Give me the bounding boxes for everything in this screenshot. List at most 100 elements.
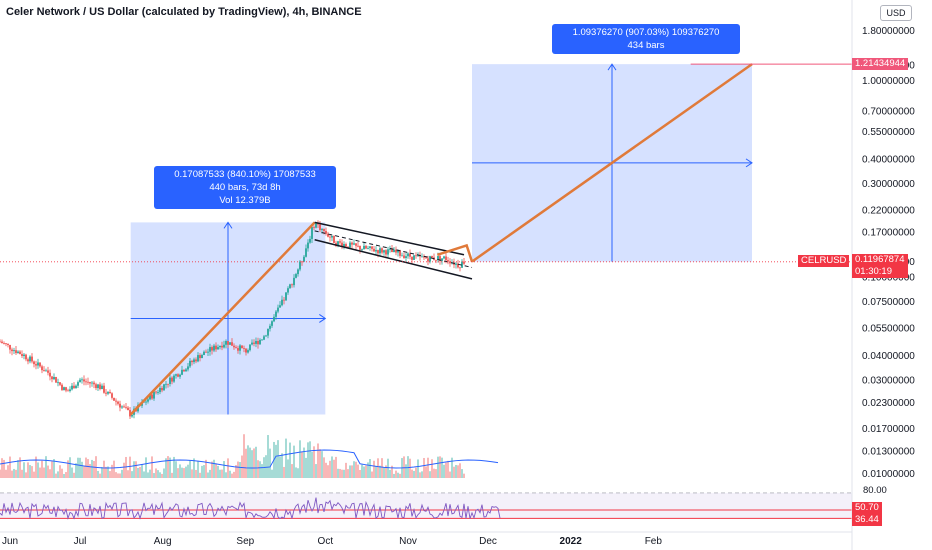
candle-body <box>79 379 81 383</box>
candle-body <box>197 355 199 362</box>
volume-bar <box>55 473 57 478</box>
volume-bar <box>105 466 107 478</box>
candle-body <box>267 328 269 336</box>
volume-bar <box>443 464 445 478</box>
candle-body <box>95 384 97 389</box>
candle-body <box>171 377 173 382</box>
candle-body <box>437 256 439 261</box>
volume-bar <box>149 469 151 478</box>
currency-badge[interactable]: USD <box>880 5 912 21</box>
candle-body <box>9 345 11 350</box>
volume-bar <box>297 468 299 478</box>
volume-bar <box>237 461 239 478</box>
candle-body <box>99 384 101 390</box>
candle-body <box>425 257 427 259</box>
volume-bar <box>307 442 309 478</box>
volume-bar <box>21 469 23 478</box>
candle-body <box>291 284 293 286</box>
x-tick-label: 2022 <box>560 536 583 547</box>
y-tick-label: 0.03000000 <box>862 375 915 386</box>
volume-bar <box>53 459 55 478</box>
volume-bar <box>299 440 301 478</box>
volume-bar <box>347 469 349 478</box>
volume-bar <box>357 464 359 478</box>
volume-bar <box>397 472 399 478</box>
candle-body <box>295 274 297 278</box>
candle-body <box>129 410 131 417</box>
volume-bar <box>239 462 241 478</box>
measure-box-1-rightarrow <box>319 314 327 323</box>
x-tick-label: Nov <box>399 536 417 547</box>
volume-bar <box>423 457 425 478</box>
volume-bar <box>89 464 91 478</box>
volume-bar <box>203 465 205 478</box>
volume-bar <box>71 467 73 478</box>
volume-bar <box>83 466 85 478</box>
candle-body <box>389 249 391 250</box>
volume-bar <box>227 458 229 478</box>
candle-body <box>25 354 27 360</box>
candle-body <box>199 355 201 359</box>
volume-bar <box>349 465 351 478</box>
volume-bar <box>331 456 333 478</box>
candle-body <box>331 235 333 238</box>
volume-bar <box>295 467 297 478</box>
volume-bar <box>321 451 323 478</box>
volume-bar <box>391 465 393 478</box>
volume-bar <box>433 468 435 478</box>
y-tick-label: 1.80000000 <box>862 26 915 37</box>
candle-body <box>353 243 355 245</box>
candle-body <box>321 228 323 230</box>
volume-bar <box>459 463 461 478</box>
candle-body <box>333 235 335 243</box>
candle-body <box>393 249 395 253</box>
y-tick-label: 0.01000000 <box>862 469 915 480</box>
volume-bar <box>233 471 235 478</box>
candle-body <box>283 299 285 301</box>
candle-body <box>365 245 367 249</box>
y-tick-label: 0.07500000 <box>862 297 915 308</box>
candle-body <box>205 351 207 353</box>
volume-bar <box>283 466 285 478</box>
volume-bar <box>45 456 47 478</box>
candle-body <box>115 400 117 402</box>
candle-body <box>121 406 123 408</box>
volume-bar <box>383 467 385 478</box>
volume-bar <box>249 447 251 478</box>
volume-bar <box>157 470 159 478</box>
time-axis[interactable]: Jun Jul Aug Sep Oct Nov Dec 2022 Feb <box>2 536 662 547</box>
candle-body <box>181 369 183 375</box>
candle-body <box>193 359 195 363</box>
volume-bar <box>437 456 439 478</box>
volume-bar <box>435 469 437 478</box>
last-price-badge: 0.11967874 01:30:19 <box>852 254 908 278</box>
candle-body <box>175 374 177 376</box>
candle-body <box>27 359 29 362</box>
candle-body <box>37 362 39 366</box>
volume-bar <box>213 459 215 478</box>
candle-body <box>257 340 259 345</box>
volume-bar <box>211 461 213 478</box>
candle-body <box>235 347 237 349</box>
volume-bar <box>425 466 427 478</box>
volume-bar <box>411 469 413 478</box>
volume-bar <box>235 465 237 478</box>
volume-bar <box>121 469 123 478</box>
volume-bar <box>155 468 157 478</box>
candle-body <box>367 248 369 249</box>
candle-body <box>97 384 99 389</box>
volume-bar <box>315 464 317 478</box>
candle-body <box>223 344 225 348</box>
volume-bar <box>39 467 41 478</box>
volume-bar <box>355 461 357 478</box>
volume-bar <box>165 458 167 478</box>
volume-bar <box>407 456 409 478</box>
volume-bar <box>109 471 111 478</box>
volume-bar <box>251 450 253 478</box>
symbol-badge: CELRUSD <box>798 255 850 267</box>
volume-bar <box>139 466 141 478</box>
candle-body <box>117 401 119 404</box>
